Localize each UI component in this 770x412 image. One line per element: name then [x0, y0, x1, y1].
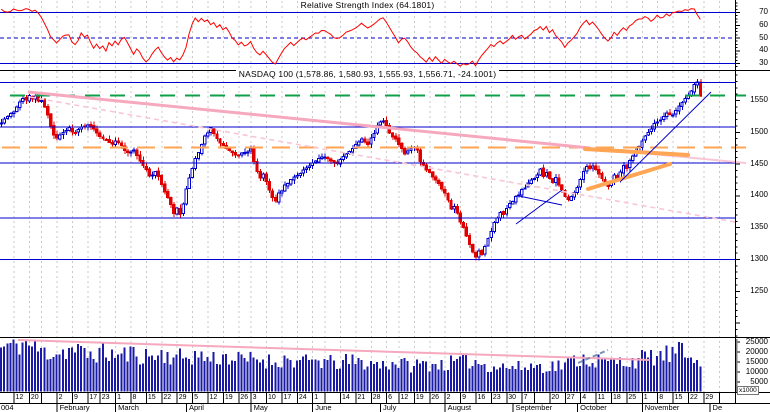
x-axis-date-label: 22 — [163, 394, 172, 401]
x-axis-date-label: 1 — [314, 394, 319, 401]
x-axis-month-label: February — [59, 403, 90, 412]
y-axis-label: 5000 — [750, 376, 768, 386]
x-axis-date-label: 3 — [252, 394, 257, 401]
x-axis-date-label: 11 — [597, 394, 605, 401]
x-axis-date-label: 12 — [209, 394, 218, 401]
y-axis-label: 40 — [759, 45, 768, 55]
x-axis-date-label: 18 — [613, 394, 621, 401]
x-axis-date-label: 15 — [674, 394, 683, 401]
x-axis-date-label: 29 — [705, 394, 714, 401]
y-axis-label: 10000 — [745, 366, 768, 376]
x-axis-date-label: 8 — [659, 394, 664, 401]
y-axis-label: 20000 — [745, 346, 768, 356]
x-axis-date-label: 27 — [566, 394, 575, 401]
x-axis-date-label: 10 — [268, 394, 276, 401]
x-axis-date-label: 19 — [224, 394, 233, 401]
x-axis-date-label: 21 — [357, 394, 366, 401]
x-axis-month-label: September — [515, 403, 553, 412]
x-axis-month-label: November — [644, 403, 680, 412]
y-axis-label: 1450 — [750, 158, 768, 168]
y-axis-label: 1500 — [750, 126, 768, 136]
x-axis-date-label: 24 — [298, 394, 307, 401]
y-axis-label: 1300 — [750, 254, 768, 263]
x-axis-date-label: 29 — [178, 394, 187, 401]
x-axis-date-label: 6 — [388, 394, 393, 401]
y-axis-label: 30 — [759, 58, 768, 67]
x-axis-date-label: 23 — [101, 394, 110, 401]
y-axis-label: 50 — [759, 32, 768, 42]
x-axis-date-label: 9 — [74, 394, 78, 401]
y-axis-label: 1400 — [750, 190, 768, 200]
x-axis-date-label: 16 — [477, 394, 486, 401]
y-axis-label: 25000 — [745, 336, 768, 346]
x-axis-month-label: 004 — [1, 403, 14, 412]
x-axis-date-label: 8 — [132, 394, 137, 401]
x-axis-date-label: 5 — [194, 394, 199, 401]
x-axis-month-label: June — [315, 403, 332, 412]
x-axis-date-label: 17 — [283, 394, 292, 401]
y-axis-label: 60 — [759, 19, 768, 29]
x-axis-date-label: 4 — [582, 394, 587, 401]
x-axis-month-label: August — [447, 403, 472, 412]
x-axis-month-label: De — [712, 403, 723, 412]
volume-scale-note: x1000 — [737, 386, 759, 395]
x-axis-date-label: 20 — [551, 394, 560, 401]
y-axis-label: 1350 — [750, 222, 768, 232]
x-axis-date-label: 14 — [341, 394, 350, 401]
x-axis-month-label: March — [118, 403, 139, 412]
y-axis-label: 15000 — [745, 356, 768, 366]
x-axis-date-label: 15 — [147, 394, 156, 401]
x-axis-date-label: 1 — [643, 394, 648, 401]
x-axis-date-label: 2 — [58, 394, 63, 401]
x-axis-date-label: 7 — [523, 394, 528, 401]
x-axis-date-label: 30 — [508, 394, 517, 401]
x-axis-date-label: 26 — [431, 394, 440, 401]
x-axis-date-label: 26 — [240, 394, 249, 401]
y-axis-label: 1550 — [750, 95, 768, 104]
x-axis-month-label: October — [580, 403, 607, 412]
x-axis-date-label: 17 — [89, 394, 98, 401]
x-axis-month-label: July — [383, 403, 397, 412]
x-axis-date-label: 20 — [30, 394, 39, 401]
x-axis-month-label: April — [188, 403, 204, 412]
x-axis-date-label: 28 — [372, 394, 381, 401]
x-axis-date-label: 23 — [492, 394, 501, 401]
y-axis-label: 1250 — [750, 285, 768, 295]
x-axis-date-label: 12 — [400, 394, 409, 401]
x-axis-date-label: 19 — [415, 394, 424, 401]
x-axis-date-label: 22 — [690, 394, 698, 401]
x-axis-month-label: May — [253, 403, 268, 412]
x-axis-date-label: 12 — [15, 394, 24, 401]
x-axis-date-label: 9 — [462, 394, 466, 401]
x-axis-date-label: 1 — [117, 394, 122, 401]
x-axis-date-label: 2 — [446, 394, 451, 401]
y-axis-label: 70 — [759, 7, 768, 16]
x-axis-date-label: 25 — [628, 394, 637, 401]
